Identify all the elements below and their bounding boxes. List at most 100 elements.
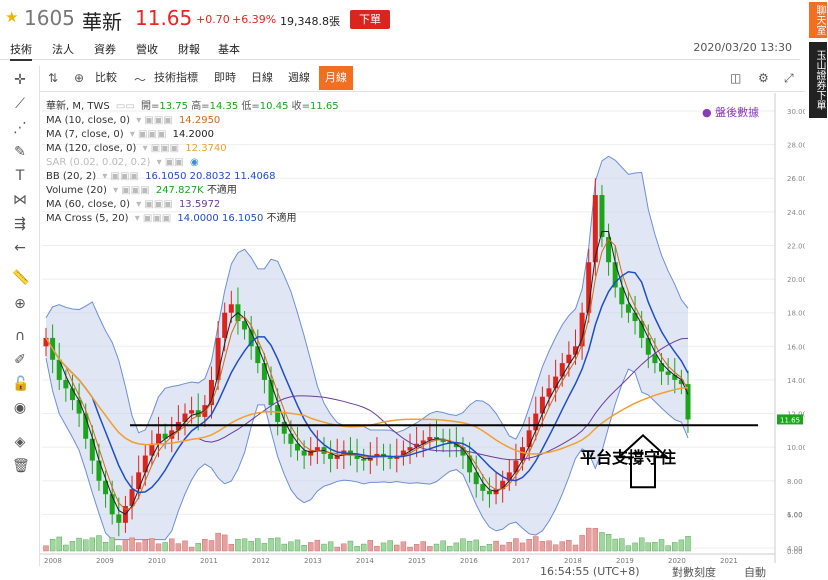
tab-basic[interactable]: 基本 [218,43,240,56]
volume-bar [486,544,493,552]
legend-controls-icon[interactable]: ▾ ▣▣▣ [102,171,139,182]
volume-bar [559,541,565,552]
tab-institutional[interactable]: 法人 [52,43,74,56]
tab-revenue[interactable]: 營收 [136,43,158,56]
fib-icon[interactable]: ⋰ [13,120,27,136]
legend-controls-icon[interactable]: ▾ ▣▣▣ [136,115,173,126]
volume-bar [129,537,135,552]
period-monthly[interactable]: 月線 [319,66,353,90]
legend-macross: MA Cross (5, 20) ▾ ▣▣▣ 14.0000 16.1050 不… [46,213,297,224]
support-annotation: 平台支撐守住 [580,448,677,467]
candle-body [242,321,248,330]
volume-bar [526,539,532,552]
layers-icon[interactable]: ◈ [14,434,26,450]
legend-controls-icon[interactable]: ▾ ▣▣▣ [136,199,173,210]
chat-room-button[interactable]: 聊天室 [809,2,827,38]
time-tick-label: 2015 [408,557,426,565]
trash-icon[interactable]: 🗑 [12,458,30,474]
legend-controls-icon[interactable]: ▾ ▣▣▣ [142,143,180,154]
post-market-data-link[interactable]: ● 盤後數據 [702,106,760,119]
legend-controls-icon[interactable]: ▾ ▣▣▣ [129,129,167,140]
time-tick-label: 2016 [460,557,478,565]
volume-bar [135,542,142,552]
auto-scale-toggle[interactable]: 自動 [744,566,766,579]
lock-icon[interactable]: 🔓 [12,376,30,392]
indicators-button[interactable]: 技術指標 [154,71,198,84]
camera-icon[interactable]: ◫ [730,71,742,85]
candle-body [586,262,592,313]
candle-body [553,376,559,389]
volume-bar [341,543,347,552]
back-arrow-icon[interactable]: ← [14,240,26,256]
candle-body [268,379,274,406]
time-tick-label: 2010 [148,557,166,565]
pattern-icon[interactable]: ⋈ [13,192,27,208]
volume-bar [599,532,605,552]
volume-bar [672,542,678,552]
trend-line-icon[interactable]: ⟋ [15,96,25,112]
candle-body [222,312,228,338]
compare-button[interactable]: 比較 [95,71,117,84]
volume-bar [142,539,148,552]
crosshair-icon[interactable]: ✛ [14,72,26,88]
lock-drawing-icon[interactable]: ✐ [14,352,26,368]
log-scale-toggle[interactable]: 對數刻度 [672,566,716,579]
text-icon[interactable]: T [15,168,25,184]
legend-controls-icon[interactable]: ▾ ▣▣▣ [134,213,172,224]
volume-bar [605,534,612,552]
candle-body [606,237,612,263]
price-tick-label: 10.00 [787,444,805,452]
price-tick-label: 30.00 [787,108,805,116]
brush-icon[interactable]: ✎ [14,144,26,160]
period-realtime[interactable]: 即時 [214,71,236,84]
eye-icon[interactable]: ◉ [13,400,27,416]
chart-toolbar: ⇅ ⊕ 比較 〜 技術指標 即時 日線 週線 月線 ◫ ⚙ ⤢ [40,66,805,92]
volume-bar [56,536,62,552]
favorite-star-icon[interactable]: ★ [5,8,19,26]
candle-body [301,450,307,456]
volume-bar [413,544,420,552]
order-button[interactable]: 下單 [350,10,390,29]
zoom-icon[interactable]: ⊕ [14,296,26,312]
tab-financials[interactable]: 財報 [178,43,200,56]
last-price-tag [777,414,803,425]
esun-order-button[interactable]: 玉山證券下單 [809,42,827,118]
candle-body [659,363,665,372]
chart-area[interactable]: 30.00 28.00 26.00 24.00 22.00 20.00 18.00 16.00… [40,93,807,580]
volume-bar [327,541,334,552]
candle-body [652,354,658,364]
ruler-icon[interactable]: 📏 [12,270,30,286]
volume-bar [69,541,76,552]
gear-icon[interactable]: ⚙ [758,71,769,85]
legend-ma7: MA (7, close, 0) ▾ ▣▣▣ 14.2000 [46,129,214,140]
volume-bar [96,535,102,552]
volume-bar [400,541,407,552]
price-chart[interactable]: 30.00 28.00 26.00 24.00 22.00 20.00 18.00 16.00… [40,93,807,580]
legend-ma60: MA (60, close, 0) ▾ ▣▣▣ 13.5972 [46,199,221,210]
volume-bar [334,546,340,552]
candle-type-icon[interactable]: ⇅ [48,71,59,85]
compare-icon[interactable]: ⊕ [74,71,85,85]
tab-margin[interactable]: 資券 [94,43,116,56]
candle-body [334,455,340,459]
volume-bar [89,537,96,552]
legend-symbol: 華新, M, TWS [46,101,110,112]
legend-controls-icon[interactable]: ▾ ▣▣ [156,157,184,168]
legend-ohlc-box[interactable]: ▭▭ [115,101,135,112]
prediction-icon[interactable]: ⇶ [14,216,26,232]
ma7-line [45,230,689,516]
tab-technical[interactable]: 技術 [10,41,32,61]
period-weekly[interactable]: 週線 [288,71,310,84]
price-change-percent: +6.39% [232,13,277,26]
magnet-icon[interactable]: ∩ [14,328,26,344]
visibility-eye-icon[interactable]: ◉ [189,157,199,168]
volume-bar [533,536,539,552]
volume-bar [321,543,327,552]
candle-body [460,447,466,456]
volume-bar [116,545,122,552]
period-daily[interactable]: 日線 [251,71,273,84]
fullscreen-icon[interactable]: ⤢ [784,71,794,85]
candle-body [275,405,281,422]
legend-controls-icon[interactable]: ▾ ▣▣▣ [113,185,150,196]
indicator-icon[interactable]: 〜 [134,73,147,87]
